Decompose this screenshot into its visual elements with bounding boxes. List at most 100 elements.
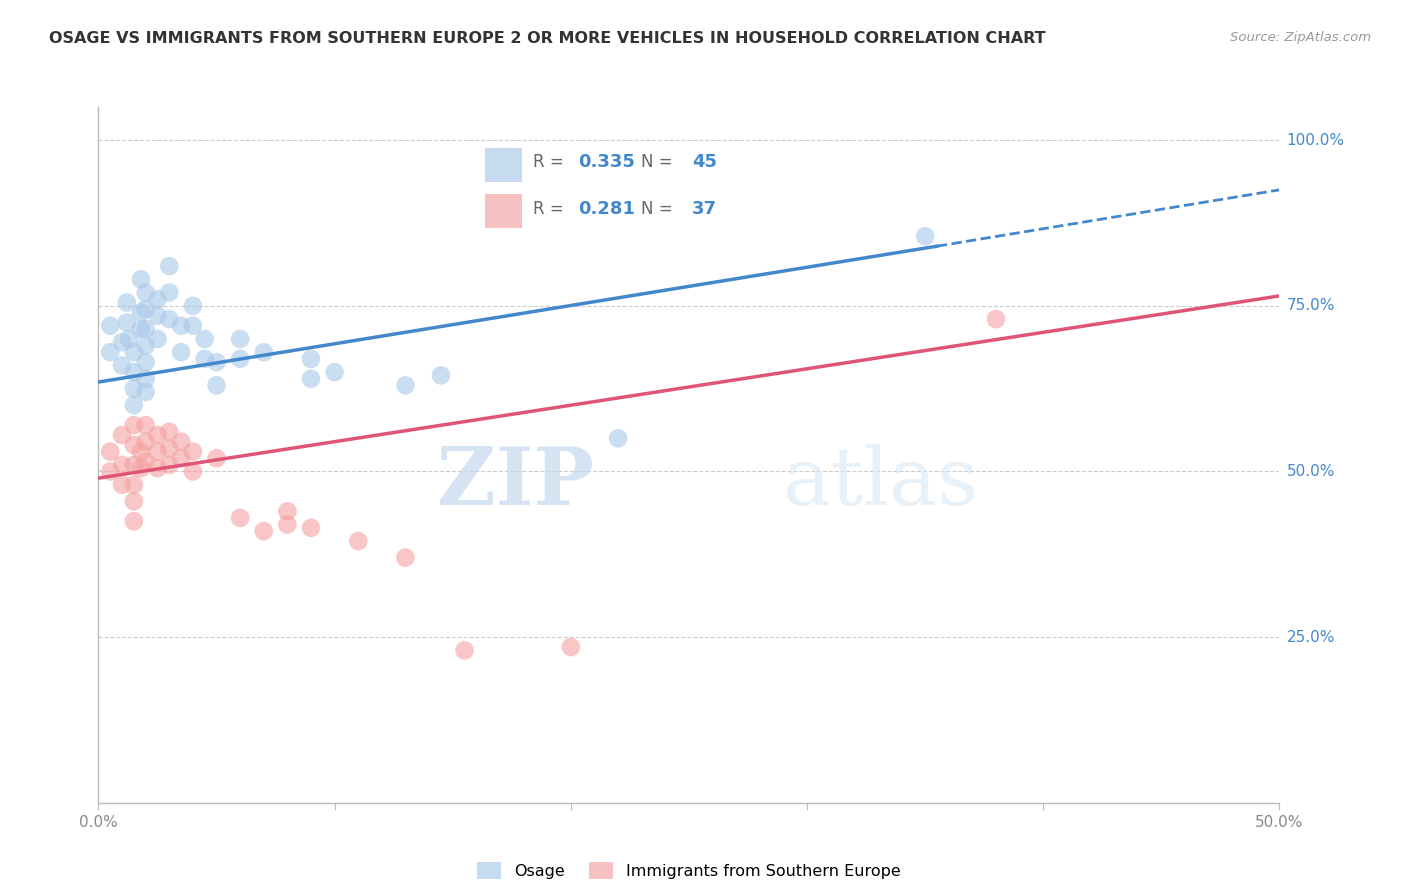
Point (115, 295, 138, 310)
Text: 45: 45 (692, 153, 717, 171)
Point (181, 444, 204, 458)
Point (157, 312, 180, 326)
Point (253, 524, 276, 538)
Point (122, 398, 145, 412)
Point (205, 355, 228, 369)
Text: 0.281: 0.281 (578, 200, 636, 218)
Point (122, 418, 145, 433)
Point (129, 272, 152, 286)
Point (157, 458, 180, 472)
Point (122, 345, 145, 359)
Point (146, 444, 169, 458)
Point (111, 428, 134, 442)
Point (194, 351, 217, 366)
Point (430, 368, 453, 383)
Text: ZIP: ZIP (437, 443, 595, 522)
Point (170, 318, 193, 333)
Point (146, 292, 169, 306)
Point (560, 640, 582, 654)
Text: 75.0%: 75.0% (1286, 298, 1334, 313)
Point (122, 514, 145, 528)
Point (118, 332, 141, 346)
Point (157, 259, 180, 273)
Point (205, 451, 228, 466)
Point (347, 534, 370, 549)
Point (135, 454, 157, 468)
Point (129, 322, 152, 336)
Point (122, 458, 145, 472)
Text: R =: R = (533, 153, 569, 171)
Text: N =: N = (641, 200, 678, 218)
Point (914, 229, 936, 244)
Point (98, 444, 121, 458)
Point (98, 465, 121, 479)
Point (229, 332, 252, 346)
Point (323, 365, 346, 379)
Point (111, 477, 134, 491)
Point (299, 351, 322, 366)
Point (205, 378, 228, 392)
Point (984, 312, 1007, 326)
Point (276, 504, 298, 518)
Text: OSAGE VS IMMIGRANTS FROM SOUTHERN EUROPE 2 OR MORE VEHICLES IN HOUSEHOLD CORRELA: OSAGE VS IMMIGRANTS FROM SOUTHERN EUROPE… (49, 31, 1046, 46)
Point (157, 442, 180, 456)
Text: atlas: atlas (783, 443, 979, 522)
Text: 50.0%: 50.0% (1286, 464, 1334, 479)
Point (157, 425, 180, 439)
Point (135, 434, 157, 449)
Point (135, 418, 157, 433)
Point (181, 465, 204, 479)
Point (146, 428, 169, 442)
Point (122, 382, 145, 396)
Point (146, 309, 169, 323)
Legend: Osage, Immigrants from Southern Europe: Osage, Immigrants from Southern Europe (471, 856, 907, 885)
Point (146, 332, 169, 346)
Point (111, 359, 134, 373)
Point (229, 511, 252, 525)
Point (122, 438, 145, 452)
Bar (485, 147, 522, 182)
Point (299, 372, 322, 386)
Point (122, 477, 145, 491)
Point (135, 285, 157, 300)
Point (98, 345, 121, 359)
Point (129, 444, 152, 458)
Text: R =: R = (533, 200, 569, 218)
Text: 25.0%: 25.0% (1286, 630, 1334, 645)
Point (157, 285, 180, 300)
Point (111, 458, 134, 472)
Point (394, 550, 416, 565)
Point (135, 372, 157, 386)
Point (98, 318, 121, 333)
Point (146, 461, 169, 475)
Point (135, 322, 157, 336)
Point (276, 517, 298, 532)
Point (170, 345, 193, 359)
Point (607, 431, 630, 445)
Point (129, 305, 152, 319)
Text: 100.0%: 100.0% (1286, 133, 1344, 148)
Text: N =: N = (641, 153, 678, 171)
Point (135, 355, 157, 369)
Point (229, 351, 252, 366)
Point (135, 384, 157, 399)
Point (170, 451, 193, 466)
Point (194, 332, 217, 346)
Text: 0.335: 0.335 (578, 153, 636, 171)
Point (111, 335, 134, 350)
Point (135, 302, 157, 317)
Point (253, 345, 276, 359)
Text: Source: ZipAtlas.com: Source: ZipAtlas.com (1230, 31, 1371, 45)
Text: 37: 37 (692, 200, 717, 218)
Point (122, 494, 145, 508)
Point (299, 521, 322, 535)
Point (170, 434, 193, 449)
Point (394, 378, 416, 392)
Point (135, 338, 157, 352)
Point (115, 315, 138, 329)
Point (453, 643, 475, 657)
Point (181, 318, 204, 333)
Point (129, 461, 152, 475)
Bar (485, 194, 522, 228)
Point (181, 299, 204, 313)
